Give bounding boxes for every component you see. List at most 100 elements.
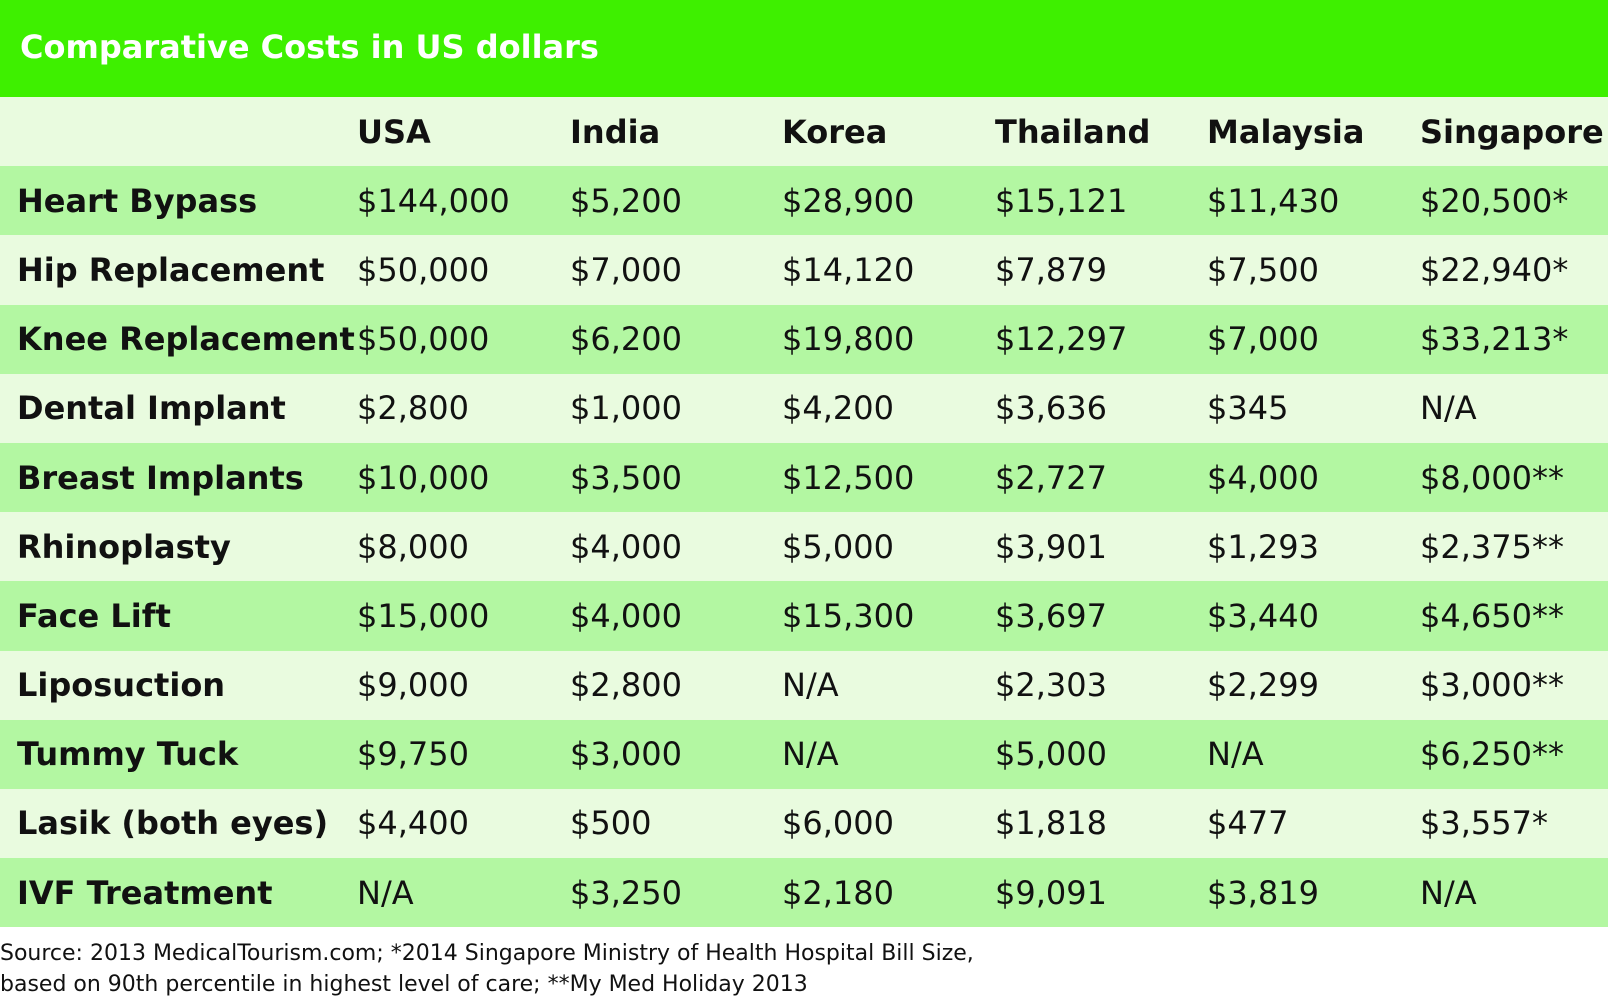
cost-cell-thailand: $12,297 — [995, 320, 1128, 359]
row-label: Lasik (both eyes) — [17, 804, 329, 843]
cost-cell-singapore: $3,000** — [1420, 666, 1564, 705]
column-header-thailand: Thailand — [995, 112, 1151, 151]
cost-cell-malaysia: $4,000 — [1207, 458, 1319, 497]
title-bar: Comparative Costs in US dollars — [0, 0, 1608, 97]
cost-cell-usa: $2,800 — [357, 389, 469, 428]
cost-cell-usa: $9,000 — [357, 666, 469, 705]
cost-cell-korea: $15,300 — [782, 596, 915, 635]
cost-cell-korea: $19,800 — [782, 320, 915, 359]
cost-cell-india: $4,000 — [570, 596, 682, 635]
cost-cell-india: $3,250 — [570, 873, 682, 912]
table-row: Heart Bypass $144,000 $5,200 $28,900 $15,121… — [0, 166, 1608, 236]
table-row: Knee Replacement $50,000 $6,200 $19,800 $12,… — [0, 304, 1608, 374]
cost-cell-india: $7,000 — [570, 250, 682, 289]
cost-cell-usa: $50,000 — [357, 250, 490, 289]
row-label: Face Lift — [17, 596, 171, 635]
cost-cell-usa: $50,000 — [357, 320, 490, 359]
cost-cell-malaysia: $11,430 — [1207, 181, 1340, 220]
cost-cell-malaysia: N/A — [1207, 735, 1264, 774]
table-row: Hip Replacement $50,000 $7,000 $14,120 $7,87… — [0, 235, 1608, 305]
row-label: Tummy Tuck — [17, 735, 239, 774]
cost-cell-india: $5,200 — [570, 181, 682, 220]
row-label: Breast Implants — [17, 458, 304, 497]
table-body: Heart Bypass $144,000 $5,200 $28,900 $15,121… — [0, 166, 1608, 928]
cost-cell-malaysia: $3,440 — [1207, 596, 1319, 635]
column-header-malaysia: Malaysia — [1207, 112, 1365, 151]
source-line-2: based on 90th percentile in highest leve… — [0, 972, 808, 997]
cost-cell-india: $6,200 — [570, 320, 682, 359]
cost-cell-korea: $4,200 — [782, 389, 894, 428]
cost-cell-india: $4,000 — [570, 527, 682, 566]
row-label: Dental Implant — [17, 389, 286, 428]
table-title: Comparative Costs in US dollars — [20, 28, 599, 66]
cost-cell-thailand: $7,879 — [995, 250, 1107, 289]
cost-cell-singapore: $22,940* — [1420, 250, 1569, 289]
cost-cell-malaysia: $1,293 — [1207, 527, 1319, 566]
cost-cell-india: $500 — [570, 804, 652, 843]
cost-cell-singapore: $2,375** — [1420, 527, 1564, 566]
cost-cell-malaysia: $345 — [1207, 389, 1289, 428]
cost-cell-singapore: $4,650** — [1420, 596, 1564, 635]
cost-cell-usa: $8,000 — [357, 527, 469, 566]
table-row: Face Lift $15,000 $4,000 $15,300 $3,697 $3,44… — [0, 581, 1608, 651]
cost-cell-korea: $14,120 — [782, 250, 915, 289]
cost-cell-usa: $15,000 — [357, 596, 490, 635]
cost-cell-india: $3,000 — [570, 735, 682, 774]
cost-cell-thailand: $15,121 — [995, 181, 1128, 220]
row-label: Hip Replacement — [17, 250, 325, 289]
cost-cell-malaysia: $2,299 — [1207, 666, 1319, 705]
table-row: Lasik (both eyes) $4,400 $500 $6,000 $1,818 $… — [0, 788, 1608, 859]
cost-cell-india: $2,800 — [570, 666, 682, 705]
header-row: USA India Korea Thailand Malaysia Singap… — [0, 97, 1608, 167]
cost-cell-singapore: $33,213* — [1420, 320, 1569, 359]
column-header-india: India — [570, 112, 661, 151]
table-row: Liposuction $9,000 $2,800 N/A $2,303 $2,299 $3… — [0, 650, 1608, 720]
row-label: Knee Replacement — [17, 320, 355, 359]
cost-cell-thailand: $3,901 — [995, 527, 1107, 566]
cost-cell-india: $3,500 — [570, 458, 682, 497]
column-header-singapore: Singapore — [1420, 112, 1604, 151]
cost-cell-usa: $4,400 — [357, 804, 469, 843]
row-label: Heart Bypass — [17, 181, 258, 220]
row-label: Rhinoplasty — [17, 527, 231, 566]
cost-table: USA India Korea Thailand Malaysia Singap… — [0, 97, 1608, 928]
cost-cell-thailand: $3,697 — [995, 596, 1107, 635]
cost-cell-thailand: $2,727 — [995, 458, 1107, 497]
source-note: Source: 2013 MedicalTourism.com; *2014 S… — [0, 938, 974, 1000]
table-row: Dental Implant $2,800 $1,000 $4,200 $3,636 $3… — [0, 373, 1608, 443]
cost-cell-malaysia: $7,500 — [1207, 250, 1319, 289]
cost-cell-thailand: $2,303 — [995, 666, 1107, 705]
cost-cell-malaysia: $3,819 — [1207, 873, 1319, 912]
column-header-korea: Korea — [782, 112, 888, 151]
cost-cell-malaysia: $7,000 — [1207, 320, 1319, 359]
table-row: Tummy Tuck $9,750 $3,000 N/A $5,000 N/A $6,250… — [0, 719, 1608, 789]
row-label: IVF Treatment — [17, 873, 273, 912]
cost-cell-singapore: N/A — [1420, 873, 1477, 912]
cost-cell-singapore: $3,557* — [1420, 804, 1548, 843]
cost-cell-thailand: $1,818 — [995, 804, 1107, 843]
row-label: Liposuction — [17, 666, 226, 705]
cost-cell-korea: $5,000 — [782, 527, 894, 566]
cost-cell-usa: N/A — [357, 873, 414, 912]
cost-cell-thailand: $3,636 — [995, 389, 1107, 428]
cost-cell-usa: $144,000 — [357, 181, 510, 220]
cost-cell-korea: $28,900 — [782, 181, 915, 220]
source-line-1: Source: 2013 MedicalTourism.com; *2014 S… — [0, 941, 974, 966]
cost-cell-korea: $2,180 — [782, 873, 894, 912]
cost-cell-singapore: N/A — [1420, 389, 1477, 428]
cost-cell-india: $1,000 — [570, 389, 682, 428]
table-row: Breast Implants $10,000 $3,500 $12,500 $2,72… — [0, 442, 1608, 513]
column-header-usa: USA — [357, 112, 431, 151]
cost-cell-usa: $9,750 — [357, 735, 469, 774]
cost-cell-korea: N/A — [782, 666, 839, 705]
table-row: Rhinoplasty $8,000 $4,000 $5,000 $3,901 $1,29… — [0, 512, 1608, 582]
cost-cell-korea: $12,500 — [782, 458, 915, 497]
cost-cell-singapore: $6,250** — [1420, 735, 1564, 774]
cost-cell-singapore: $8,000** — [1420, 458, 1564, 497]
cost-cell-korea: N/A — [782, 735, 839, 774]
cost-cell-thailand: $5,000 — [995, 735, 1107, 774]
cost-cell-usa: $10,000 — [357, 458, 490, 497]
cost-cell-singapore: $20,500* — [1420, 181, 1569, 220]
cost-cell-malaysia: $477 — [1207, 804, 1289, 843]
cost-cell-korea: $6,000 — [782, 804, 894, 843]
